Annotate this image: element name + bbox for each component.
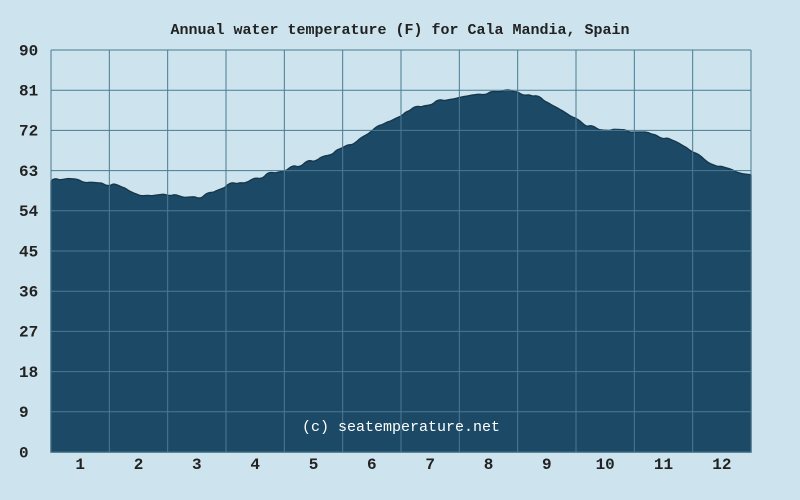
svg-text:63: 63 — [19, 163, 38, 181]
svg-text:5: 5 — [309, 456, 319, 474]
svg-text:2: 2 — [134, 456, 144, 474]
svg-text:6: 6 — [367, 456, 377, 474]
svg-text:3: 3 — [192, 456, 202, 474]
svg-text:9: 9 — [542, 456, 552, 474]
svg-text:36: 36 — [19, 284, 38, 302]
svg-text:45: 45 — [19, 243, 38, 261]
svg-text:90: 90 — [19, 42, 38, 60]
svg-text:18: 18 — [19, 364, 38, 382]
svg-text:7: 7 — [425, 456, 435, 474]
svg-text:9: 9 — [19, 404, 29, 422]
svg-text:81: 81 — [19, 83, 38, 101]
svg-text:12: 12 — [712, 456, 731, 474]
svg-text:10: 10 — [596, 456, 615, 474]
svg-text:27: 27 — [19, 324, 38, 342]
svg-text:54: 54 — [19, 203, 39, 221]
svg-text:8: 8 — [484, 456, 494, 474]
svg-text:4: 4 — [250, 456, 260, 474]
svg-text:(c) seatemperature.net: (c) seatemperature.net — [302, 419, 500, 436]
svg-text:0: 0 — [19, 444, 29, 462]
svg-text:1: 1 — [75, 456, 85, 474]
svg-text:72: 72 — [19, 123, 38, 141]
svg-text:11: 11 — [654, 456, 673, 474]
